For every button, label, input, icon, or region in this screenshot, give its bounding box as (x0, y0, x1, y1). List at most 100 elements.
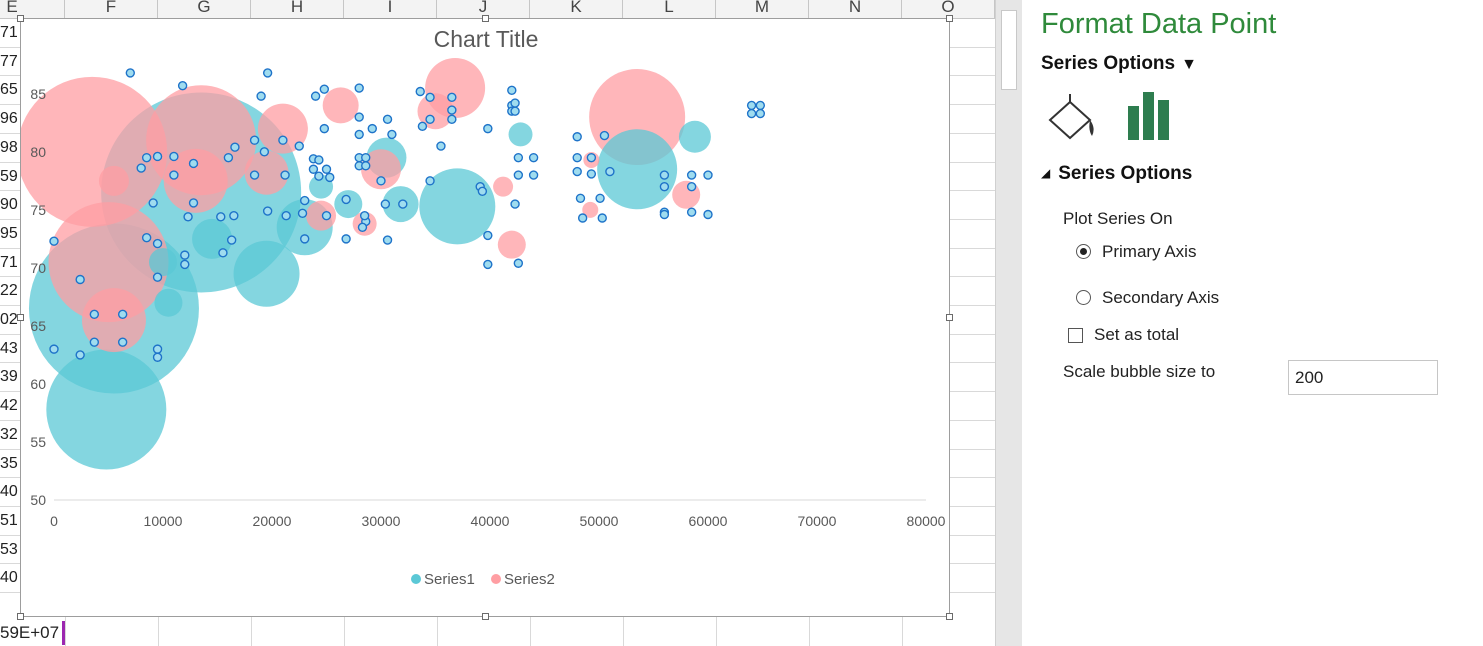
series1-point[interactable] (300, 234, 310, 244)
series1-point[interactable] (223, 152, 234, 163)
series1-point[interactable] (447, 114, 457, 125)
series1-point[interactable] (483, 123, 493, 134)
chart-resize-handle[interactable] (17, 314, 24, 321)
chart-resize-handle[interactable] (946, 15, 953, 22)
series1-point[interactable] (513, 152, 524, 163)
series1-point[interactable] (169, 170, 179, 180)
series1-point[interactable] (398, 199, 408, 209)
series1-point[interactable] (354, 83, 364, 93)
series1-point[interactable] (376, 176, 386, 186)
vertical-scrollbar[interactable] (995, 0, 1022, 646)
cell-value[interactable]: 59 (0, 167, 18, 185)
cell-value[interactable]: 35 (0, 454, 18, 472)
series2-bubble[interactable] (244, 150, 289, 195)
series1-point[interactable] (148, 198, 158, 208)
series2-bubble[interactable] (21, 76, 168, 227)
series1-point[interactable] (341, 194, 351, 205)
chart-resize-handle[interactable] (482, 613, 489, 620)
cell-value[interactable]: 77 (0, 52, 18, 70)
series1-point[interactable] (528, 170, 539, 180)
series1-point[interactable] (510, 106, 520, 116)
column-header-l[interactable]: L (623, 0, 716, 18)
cell-value[interactable]: 40 (0, 483, 18, 501)
series1-point[interactable] (218, 248, 228, 258)
column-header-o[interactable]: O (902, 0, 995, 18)
column-header-h[interactable]: H (251, 0, 344, 18)
set-as-total-label[interactable]: Set as total (1094, 325, 1180, 344)
series1-point[interactable] (262, 206, 273, 216)
series-options-section-header[interactable]: ◢ Series Options (1041, 163, 1192, 185)
secondary-axis-radio[interactable] (1076, 290, 1091, 305)
series2-bubble[interactable] (81, 288, 146, 353)
series1-point[interactable] (354, 129, 364, 140)
scale-bubble-size-input[interactable] (1288, 360, 1438, 395)
series1-point[interactable] (177, 80, 188, 91)
chart-resize-handle[interactable] (17, 15, 24, 22)
cell-value[interactable]: 71 (0, 253, 18, 271)
series1-point[interactable] (483, 259, 493, 270)
series1-point[interactable] (507, 85, 517, 96)
series1-point[interactable] (483, 230, 493, 241)
series1-point[interactable] (577, 213, 588, 223)
series1-point[interactable] (141, 152, 152, 163)
series1-point[interactable] (659, 209, 670, 220)
series2-bubble[interactable] (48, 202, 169, 323)
series1-point[interactable] (357, 222, 368, 232)
series1-point[interactable] (319, 84, 330, 94)
series1-point[interactable] (686, 170, 697, 180)
series1-point[interactable] (510, 199, 520, 209)
series1-point[interactable] (314, 155, 324, 165)
series1-point[interactable] (319, 123, 330, 134)
series1-bubble[interactable] (508, 122, 533, 147)
series1-point[interactable] (278, 135, 288, 145)
series1-point[interactable] (314, 171, 324, 181)
series1-point[interactable] (513, 170, 524, 180)
series1-point[interactable] (75, 350, 85, 360)
series1-point[interactable] (477, 186, 488, 197)
series1-point[interactable] (216, 212, 226, 222)
series1-point[interactable] (425, 114, 435, 125)
cell-value[interactable]: 40 (0, 569, 18, 587)
series1-point[interactable] (249, 170, 260, 180)
series1-point[interactable] (575, 193, 586, 203)
series2-bubble[interactable] (497, 230, 526, 259)
cell-value[interactable]: 43 (0, 339, 18, 357)
chart-resize-handle[interactable] (482, 15, 489, 22)
series1-point[interactable] (361, 161, 371, 171)
series1-bubble[interactable] (233, 240, 300, 307)
series1-point[interactable] (341, 234, 351, 244)
cell-value[interactable]: 32 (0, 425, 18, 443)
series1-point[interactable] (447, 105, 457, 115)
series2-bubble[interactable] (361, 149, 401, 190)
series1-point[interactable] (686, 181, 697, 192)
series1-point[interactable] (294, 141, 304, 151)
series-options-chart-icon[interactable] (1126, 92, 1172, 140)
column-header-f[interactable]: F (65, 0, 158, 18)
series1-point[interactable] (89, 337, 100, 347)
series1-point[interactable] (310, 91, 321, 101)
series1-point[interactable] (359, 210, 370, 221)
series1-point[interactable] (703, 209, 713, 220)
cell-value[interactable]: 51 (0, 511, 18, 529)
series2-bubble[interactable] (98, 165, 129, 196)
series1-point[interactable] (382, 114, 393, 125)
series1-point[interactable] (117, 309, 128, 320)
series1-bubble[interactable] (154, 288, 183, 317)
series1-point[interactable] (152, 151, 163, 162)
series1-point[interactable] (117, 337, 128, 347)
series-options-dropdown[interactable]: Series Options ▼ (1041, 53, 1197, 75)
cell-value[interactable]: 53 (0, 540, 18, 558)
series1-point[interactable] (447, 92, 457, 102)
series1-point[interactable] (382, 235, 393, 245)
series1-point[interactable] (572, 152, 582, 163)
series1-point[interactable] (321, 164, 332, 174)
series1-point[interactable] (75, 274, 85, 285)
series1-point[interactable] (746, 108, 757, 119)
bubble-chart[interactable]: Chart Title 50 55 60 65 70 75 80 85 0 10000 20000 30… (17, 15, 953, 620)
cell-value[interactable]: 71 (0, 24, 18, 41)
series1-point[interactable] (367, 123, 377, 134)
column-header-k[interactable]: K (530, 0, 623, 18)
series1-point[interactable] (152, 272, 163, 282)
series1-point[interactable] (528, 152, 539, 163)
series1-point[interactable] (226, 235, 237, 245)
